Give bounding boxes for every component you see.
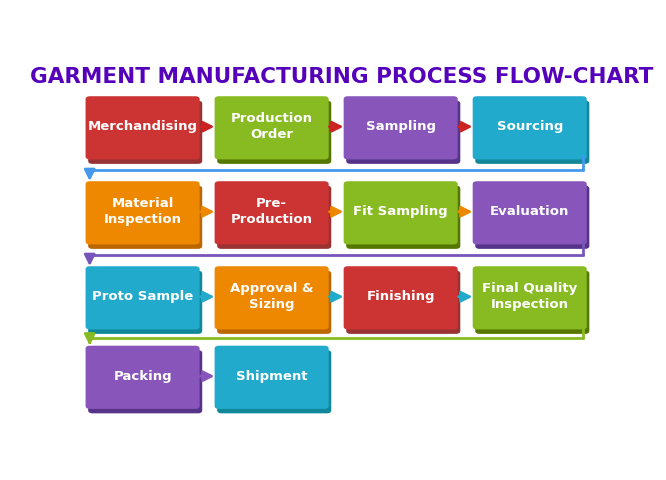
Text: Evaluation: Evaluation (490, 205, 569, 218)
Text: Pre-
Production: Pre- Production (230, 197, 312, 226)
FancyBboxPatch shape (476, 186, 589, 249)
Text: Fit Sampling: Fit Sampling (354, 205, 448, 218)
Text: Packing: Packing (113, 370, 172, 383)
FancyBboxPatch shape (85, 181, 200, 244)
FancyBboxPatch shape (214, 181, 329, 244)
FancyBboxPatch shape (214, 96, 329, 159)
Text: Merchandising: Merchandising (88, 120, 198, 133)
FancyBboxPatch shape (473, 266, 587, 329)
FancyBboxPatch shape (88, 101, 202, 164)
FancyBboxPatch shape (88, 186, 202, 249)
Text: Final Quality
Inspection: Final Quality Inspection (482, 282, 577, 311)
Text: Proto Sample: Proto Sample (92, 290, 193, 303)
Text: Finishing: Finishing (366, 290, 435, 303)
FancyBboxPatch shape (88, 350, 202, 413)
FancyBboxPatch shape (217, 101, 331, 164)
Text: Shipment: Shipment (236, 370, 308, 383)
FancyBboxPatch shape (217, 350, 331, 413)
Text: Approval &
Sizing: Approval & Sizing (230, 282, 314, 311)
FancyBboxPatch shape (346, 186, 460, 249)
FancyBboxPatch shape (85, 346, 200, 409)
FancyBboxPatch shape (85, 266, 200, 329)
Text: Production
Order: Production Order (230, 112, 312, 141)
Text: Sampling: Sampling (366, 120, 436, 133)
FancyBboxPatch shape (88, 271, 202, 334)
FancyBboxPatch shape (344, 266, 458, 329)
FancyBboxPatch shape (344, 96, 458, 159)
FancyBboxPatch shape (85, 96, 200, 159)
Text: GARMENT MANUFACTURING PROCESS FLOW-CHART: GARMENT MANUFACTURING PROCESS FLOW-CHART (30, 67, 653, 87)
FancyBboxPatch shape (214, 346, 329, 409)
FancyBboxPatch shape (344, 181, 458, 244)
FancyBboxPatch shape (346, 271, 460, 334)
FancyBboxPatch shape (217, 271, 331, 334)
FancyBboxPatch shape (476, 271, 589, 334)
FancyBboxPatch shape (214, 266, 329, 329)
Text: Material
Inspection: Material Inspection (104, 197, 182, 226)
FancyBboxPatch shape (346, 101, 460, 164)
FancyBboxPatch shape (217, 186, 331, 249)
FancyBboxPatch shape (473, 181, 587, 244)
FancyBboxPatch shape (476, 101, 589, 164)
Text: Sourcing: Sourcing (497, 120, 563, 133)
FancyBboxPatch shape (473, 96, 587, 159)
